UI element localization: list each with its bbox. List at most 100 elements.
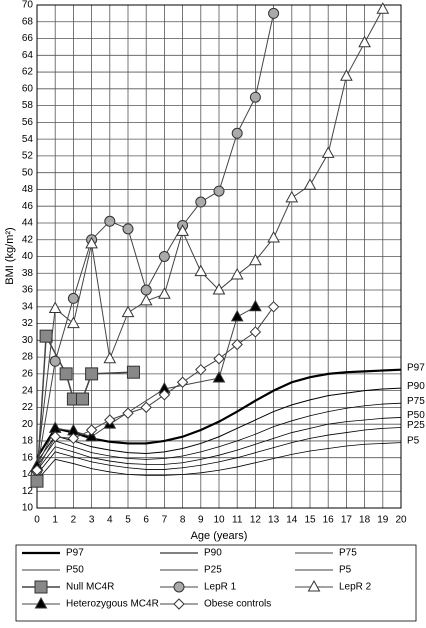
y-tick-label: 12 xyxy=(22,486,34,497)
series-line xyxy=(36,13,275,471)
series-line xyxy=(36,8,384,467)
x-tick-label: 13 xyxy=(268,515,280,526)
marker xyxy=(104,215,116,227)
marker xyxy=(268,7,280,19)
marker xyxy=(121,305,135,318)
legend-label: P25 xyxy=(204,565,222,576)
y-tick-label: 38 xyxy=(22,268,34,279)
marker xyxy=(176,224,189,236)
legend-marker xyxy=(34,596,48,609)
y-tick-label: 22 xyxy=(22,402,34,413)
y-tick-label: 36 xyxy=(22,285,34,296)
marker xyxy=(249,299,262,312)
marker xyxy=(195,363,207,376)
x-tick-label: 18 xyxy=(359,515,371,526)
legend-label: LepR 2 xyxy=(339,582,372,593)
legend-label: P5 xyxy=(339,565,352,576)
y-tick-label: 66 xyxy=(22,33,34,44)
y-axis-label: BMI (kg/m²) xyxy=(4,227,16,284)
marker xyxy=(340,69,353,81)
marker xyxy=(158,389,171,401)
y-tick-label: 50 xyxy=(22,167,34,178)
y-tick-label: 32 xyxy=(22,318,34,329)
legend-label: P97 xyxy=(66,548,84,559)
y-tick-label: 64 xyxy=(22,50,34,61)
series-line xyxy=(36,442,402,481)
marker xyxy=(85,236,98,249)
legend-label: P50 xyxy=(66,565,84,576)
legend-marker xyxy=(34,580,48,594)
y-tick-label: 10 xyxy=(22,503,34,514)
end-label: P5 xyxy=(407,435,420,446)
marker xyxy=(139,293,153,306)
y-tick-label: 60 xyxy=(22,83,34,94)
marker xyxy=(194,264,208,277)
marker xyxy=(67,432,80,445)
x-tick-label: 11 xyxy=(232,515,243,526)
x-tick-label: 15 xyxy=(304,515,316,526)
x-tick-label: 17 xyxy=(341,515,353,526)
y-tick-label: 24 xyxy=(22,385,34,396)
legend-marker xyxy=(307,579,321,592)
x-tick-label: 5 xyxy=(125,515,131,526)
y-tick-label: 40 xyxy=(22,251,34,262)
x-axis-label: Age (years) xyxy=(191,530,248,542)
x-tick-label: 12 xyxy=(250,515,262,526)
x-tick-label: 16 xyxy=(323,515,335,526)
legend-marker xyxy=(173,581,185,593)
plot-frame xyxy=(36,4,402,509)
marker xyxy=(212,282,226,295)
marker xyxy=(122,407,134,419)
y-tick-label: 34 xyxy=(22,301,34,312)
y-tick-label: 28 xyxy=(22,352,34,363)
marker xyxy=(85,367,99,381)
marker xyxy=(230,309,244,322)
marker xyxy=(376,2,390,14)
marker xyxy=(76,392,89,406)
marker xyxy=(249,253,262,266)
y-tick-label: 70 xyxy=(22,0,34,11)
marker xyxy=(230,267,244,280)
marker xyxy=(67,292,79,304)
marker xyxy=(158,287,171,299)
x-tick-label: 20 xyxy=(395,515,407,526)
marker xyxy=(213,185,225,197)
series-line xyxy=(36,368,402,459)
x-tick-label: 7 xyxy=(162,515,168,526)
y-tick-label: 52 xyxy=(22,151,34,162)
x-tick-label: 9 xyxy=(198,515,204,526)
marker xyxy=(267,301,280,313)
x-tick-label: 1 xyxy=(52,515,58,526)
y-tick-label: 14 xyxy=(22,469,34,480)
series-line xyxy=(36,427,402,475)
y-tick-label: 58 xyxy=(22,100,34,111)
legend-label: Obese controls xyxy=(204,599,271,610)
marker xyxy=(49,431,61,443)
end-label: P50 xyxy=(407,410,425,421)
marker xyxy=(48,301,62,313)
marker xyxy=(126,365,140,379)
marker xyxy=(285,190,299,203)
series-line xyxy=(36,417,402,471)
marker xyxy=(104,414,116,426)
marker xyxy=(39,329,53,343)
end-label: P90 xyxy=(407,381,425,392)
marker xyxy=(59,367,73,381)
y-tick-label: 44 xyxy=(22,218,34,229)
x-tick-label: 0 xyxy=(34,515,40,526)
end-label: P97 xyxy=(407,362,425,373)
series-line xyxy=(36,306,275,471)
marker xyxy=(31,464,43,476)
y-tick-label: 20 xyxy=(22,419,34,430)
marker xyxy=(140,284,152,296)
marker xyxy=(122,223,134,235)
marker xyxy=(67,316,80,329)
x-tick-label: 14 xyxy=(286,515,298,526)
legend-label: LepR 1 xyxy=(204,582,237,593)
series-line xyxy=(36,387,402,463)
marker xyxy=(176,376,189,388)
x-tick-label: 4 xyxy=(107,515,113,526)
legend-label: P75 xyxy=(339,548,357,559)
x-tick-label: 10 xyxy=(213,515,225,526)
